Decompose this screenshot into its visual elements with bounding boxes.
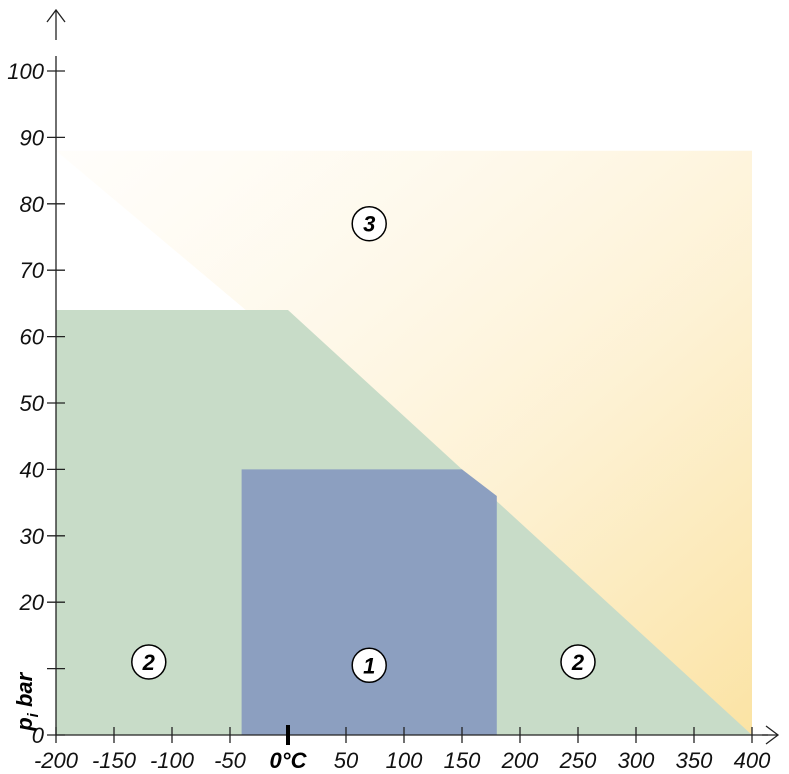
- y-tick-label-80: 80: [20, 192, 45, 217]
- y-axis-arrowhead: [46, 8, 66, 23]
- zones-layer: [56, 150, 752, 735]
- x-tick-label-300: 300: [618, 748, 655, 773]
- x-tick-label-250: 250: [559, 748, 597, 773]
- axes-layer: [46, 8, 780, 745]
- y-axis-title-unit: bar: [12, 671, 37, 713]
- y-tick-label-40: 40: [20, 457, 45, 482]
- y-axis-title-subscript: i: [25, 712, 42, 717]
- zone-2-badge-2-label: 2: [571, 650, 585, 675]
- zone-2-badge-1-circle: [131, 644, 167, 680]
- x-tick-label-350: 350: [676, 748, 713, 773]
- y-tick-label-50: 50: [20, 391, 45, 416]
- x-zero-label: 0°C: [270, 748, 308, 773]
- x-tick-label--150: -150: [92, 748, 137, 773]
- y-tick-label-60: 60: [20, 325, 45, 350]
- labels-layer: 0 20 30 40 50 60 70 80 90 100 -200 -150 -100 -50 50 100…: [7, 59, 771, 773]
- y-tick-label-0: 0: [32, 723, 45, 748]
- zone-1-area: [241, 469, 497, 735]
- zone-1-badge-circle: [351, 647, 387, 684]
- x-tick-label-150: 150: [444, 748, 481, 773]
- y-axis-title: pi bar: [12, 671, 42, 731]
- zone-3-badge-circle: [351, 205, 387, 242]
- x-tick-label-200: 200: [501, 748, 539, 773]
- x-tick-label-400: 400: [734, 748, 771, 773]
- x-tick-label--100: -100: [150, 748, 195, 773]
- x-tick-label-50: 50: [334, 748, 359, 773]
- x-tick-label-100: 100: [386, 748, 423, 773]
- zone-3-badge-label: 3: [363, 212, 375, 237]
- zone-2-badge-2-circle: [560, 644, 596, 680]
- zone-2-badge-1-label: 2: [142, 650, 156, 675]
- x-tick-label--50: -50: [214, 748, 247, 773]
- y-tick-label-20: 20: [19, 590, 45, 615]
- y-tick-label-90: 90: [20, 125, 45, 150]
- x-tick-label--200: -200: [34, 748, 79, 773]
- x-axis-arrowhead: [765, 725, 780, 745]
- y-tick-label-100: 100: [7, 59, 44, 84]
- y-tick-label-30: 30: [20, 524, 45, 549]
- zone-1-badge-label: 1: [363, 653, 375, 678]
- y-axis-title-main: p: [12, 717, 37, 731]
- y-tick-label-70: 70: [20, 258, 45, 283]
